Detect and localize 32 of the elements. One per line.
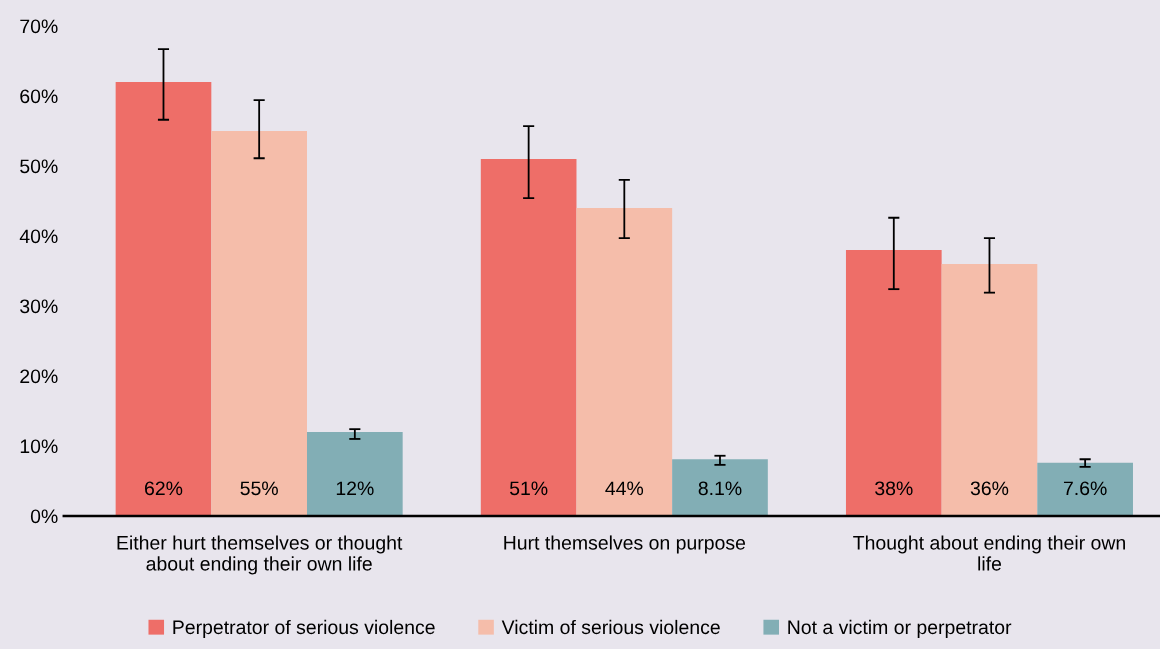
bar xyxy=(480,158,577,516)
bar xyxy=(306,431,403,516)
data-label: 55% xyxy=(240,481,278,496)
legend-label: Perpetrator of serious violence xyxy=(173,619,435,638)
data-label: 12% xyxy=(336,481,374,496)
data-label: 8.1% xyxy=(698,481,742,496)
y-tick-label: 70% xyxy=(20,19,58,34)
bar xyxy=(941,263,1038,516)
y-tick-label: 40% xyxy=(19,229,58,244)
legend-label: Victim of serious violence xyxy=(501,619,720,635)
y-tick-label: 30% xyxy=(20,299,58,314)
y-tick-label: 50% xyxy=(20,159,58,174)
bar xyxy=(211,130,307,516)
bar xyxy=(576,207,673,516)
data-label: 36% xyxy=(970,481,1009,496)
y-tick-label: 20% xyxy=(20,369,58,384)
x-tick-label: Thought about ending their own life xyxy=(853,535,1125,571)
bar xyxy=(115,81,212,516)
data-label: 44% xyxy=(605,481,644,496)
y-tick-label: 10% xyxy=(20,439,58,454)
bar xyxy=(845,249,942,516)
data-label: 7.6% xyxy=(1063,481,1107,496)
y-tick-label: 60% xyxy=(20,89,58,104)
bar xyxy=(1037,462,1133,516)
data-label: 38% xyxy=(875,481,913,496)
x-tick-label: Hurt themselves on purpose xyxy=(504,535,746,554)
bar xyxy=(672,459,768,516)
data-label: 51% xyxy=(509,481,548,496)
x-tick-label: Either hurt themselves or thought about ending their own life xyxy=(117,535,403,575)
data-label: 62% xyxy=(145,481,183,496)
legend-label: Not a victim or perpetrator xyxy=(788,619,1012,638)
y-tick-label: 0% xyxy=(30,509,58,524)
